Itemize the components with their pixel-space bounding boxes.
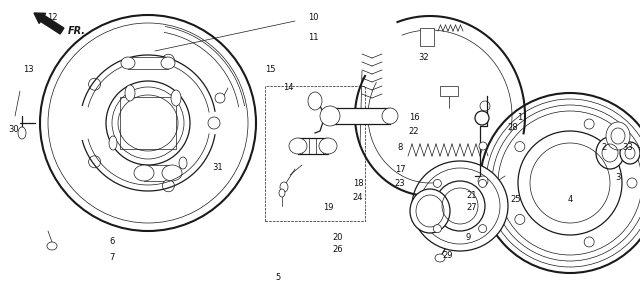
Ellipse shape — [162, 165, 182, 181]
Ellipse shape — [280, 182, 288, 192]
Text: 21: 21 — [467, 191, 477, 200]
Ellipse shape — [435, 181, 485, 231]
Text: FR.: FR. — [68, 26, 86, 36]
Ellipse shape — [215, 93, 225, 103]
Ellipse shape — [478, 176, 488, 186]
Ellipse shape — [515, 214, 525, 225]
Bar — [128, 57, 168, 69]
Ellipse shape — [171, 90, 181, 106]
Ellipse shape — [208, 117, 220, 129]
Ellipse shape — [319, 138, 337, 154]
Ellipse shape — [88, 156, 100, 168]
Text: 23: 23 — [395, 178, 405, 188]
Text: 20: 20 — [333, 232, 343, 241]
Ellipse shape — [515, 141, 525, 152]
Ellipse shape — [161, 57, 175, 69]
Text: 2: 2 — [602, 144, 607, 153]
Ellipse shape — [435, 254, 445, 262]
Ellipse shape — [433, 225, 442, 233]
Ellipse shape — [479, 142, 487, 150]
Ellipse shape — [606, 122, 630, 150]
Bar — [265, 86, 365, 221]
Ellipse shape — [627, 178, 637, 188]
Text: 13: 13 — [22, 66, 33, 75]
Text: 30: 30 — [9, 126, 19, 135]
Bar — [440, 86, 458, 96]
Ellipse shape — [109, 136, 117, 150]
Ellipse shape — [620, 142, 640, 164]
Ellipse shape — [88, 78, 100, 90]
Text: 1: 1 — [517, 113, 523, 123]
Ellipse shape — [163, 54, 174, 66]
Ellipse shape — [518, 131, 622, 235]
Ellipse shape — [40, 15, 256, 231]
Ellipse shape — [106, 81, 190, 165]
Text: 7: 7 — [109, 253, 115, 262]
Text: 18: 18 — [353, 178, 364, 188]
Text: 10: 10 — [308, 14, 318, 23]
Text: 22: 22 — [409, 128, 419, 136]
Ellipse shape — [410, 189, 450, 233]
Ellipse shape — [475, 111, 489, 125]
Text: 26: 26 — [333, 246, 343, 255]
Ellipse shape — [480, 93, 640, 273]
Bar — [330, 108, 390, 124]
Text: 28: 28 — [508, 123, 518, 132]
Text: 29: 29 — [443, 250, 453, 259]
Text: 6: 6 — [109, 237, 115, 247]
Ellipse shape — [179, 157, 187, 169]
Text: 5: 5 — [275, 274, 280, 283]
Bar — [420, 28, 434, 46]
Ellipse shape — [584, 119, 594, 129]
Text: 16: 16 — [409, 113, 419, 123]
Ellipse shape — [163, 180, 174, 192]
Ellipse shape — [382, 108, 398, 124]
Text: 14: 14 — [283, 83, 293, 92]
Ellipse shape — [412, 161, 508, 251]
Ellipse shape — [121, 57, 135, 69]
Text: 33: 33 — [623, 144, 634, 153]
Text: 17: 17 — [395, 166, 405, 175]
Text: 27: 27 — [467, 203, 477, 213]
Ellipse shape — [433, 179, 442, 188]
Text: 9: 9 — [465, 232, 470, 241]
Ellipse shape — [125, 85, 135, 101]
Text: 24: 24 — [353, 193, 364, 201]
Bar — [298, 138, 328, 154]
Bar — [120, 97, 176, 149]
Ellipse shape — [320, 106, 340, 126]
Text: 19: 19 — [323, 203, 333, 213]
Text: 25: 25 — [511, 196, 521, 204]
Ellipse shape — [47, 242, 57, 250]
Bar — [144, 165, 172, 181]
Text: 4: 4 — [568, 196, 573, 204]
Text: 8: 8 — [397, 144, 403, 153]
Ellipse shape — [289, 138, 307, 154]
Text: 11: 11 — [308, 33, 318, 42]
Ellipse shape — [584, 237, 594, 247]
Ellipse shape — [308, 92, 322, 110]
Text: 32: 32 — [419, 54, 429, 63]
Ellipse shape — [479, 179, 486, 188]
Ellipse shape — [279, 189, 285, 197]
FancyArrow shape — [34, 13, 64, 34]
Text: 3: 3 — [615, 173, 621, 182]
Ellipse shape — [596, 137, 624, 169]
Ellipse shape — [18, 127, 26, 139]
Text: 12: 12 — [47, 14, 57, 23]
Text: 31: 31 — [212, 163, 223, 172]
Ellipse shape — [134, 165, 154, 181]
Text: 15: 15 — [265, 66, 275, 75]
Ellipse shape — [479, 225, 486, 233]
